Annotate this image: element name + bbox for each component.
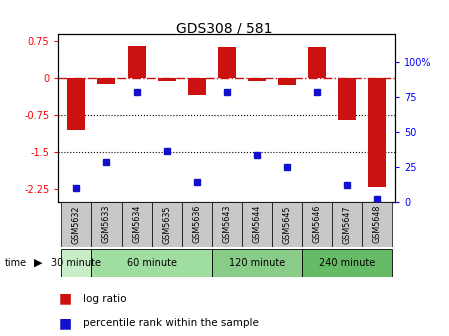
Text: GSM5647: GSM5647 [343, 205, 352, 244]
Bar [122, 202, 152, 247]
Bar [248, 78, 266, 81]
Text: 120 minute: 120 minute [229, 258, 285, 268]
Text: GSM5634: GSM5634 [132, 205, 141, 244]
Bar [97, 78, 115, 84]
Text: GSM5645: GSM5645 [282, 205, 291, 244]
Bar [362, 202, 392, 247]
Bar [92, 249, 212, 277]
Bar [272, 202, 302, 247]
Text: ▶: ▶ [34, 258, 42, 268]
Text: GSM5635: GSM5635 [162, 205, 171, 244]
Bar [182, 202, 212, 247]
Bar [338, 78, 356, 120]
Bar [302, 249, 392, 277]
Text: ■: ■ [58, 316, 71, 330]
Text: percentile rank within the sample: percentile rank within the sample [83, 318, 259, 328]
Bar [188, 78, 206, 95]
Text: GSM5636: GSM5636 [192, 205, 201, 244]
Bar [212, 202, 242, 247]
Bar [62, 202, 92, 247]
Bar [67, 78, 85, 130]
Bar [278, 78, 296, 85]
Bar [332, 202, 362, 247]
Bar [92, 202, 122, 247]
Text: GSM5633: GSM5633 [102, 205, 111, 244]
Bar [302, 202, 332, 247]
Text: log ratio: log ratio [83, 294, 127, 303]
Bar [242, 202, 272, 247]
Text: GSM5632: GSM5632 [72, 205, 81, 244]
Text: 30 minute: 30 minute [51, 258, 101, 268]
Bar [308, 47, 326, 78]
Text: GSM5644: GSM5644 [252, 205, 261, 244]
Text: 60 minute: 60 minute [127, 258, 176, 268]
Text: GSM5643: GSM5643 [222, 205, 231, 244]
Text: time: time [4, 258, 26, 268]
Bar [158, 78, 176, 81]
Bar [368, 78, 386, 187]
Bar [128, 46, 145, 78]
Text: ■: ■ [58, 292, 71, 305]
Text: 240 minute: 240 minute [319, 258, 375, 268]
Text: GSM5646: GSM5646 [313, 205, 321, 244]
Bar [152, 202, 182, 247]
Bar [218, 47, 236, 78]
Text: GDS308 / 581: GDS308 / 581 [176, 22, 273, 36]
Bar [212, 249, 302, 277]
Bar [62, 249, 92, 277]
Text: GSM5648: GSM5648 [373, 205, 382, 244]
